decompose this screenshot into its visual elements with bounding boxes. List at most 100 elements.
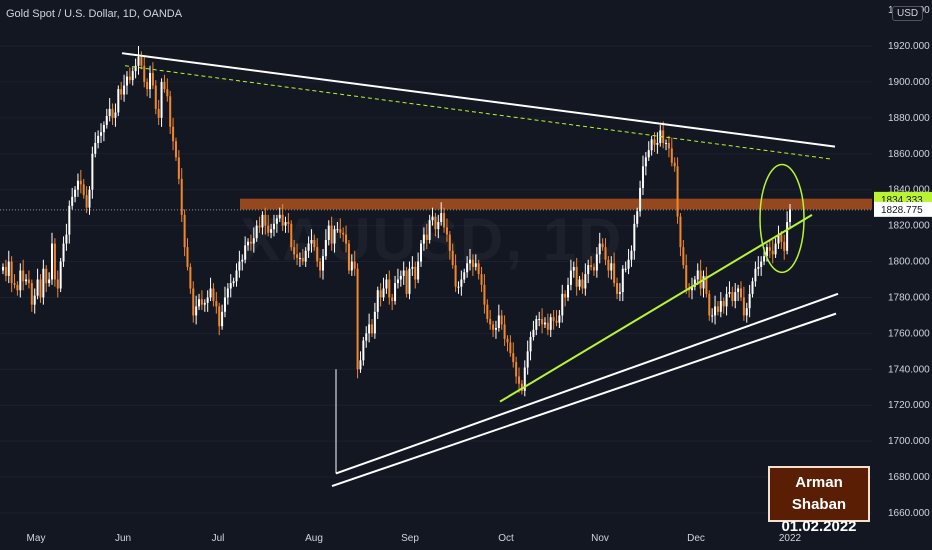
x-tick-label: Jun <box>115 533 131 544</box>
candle-body <box>200 299 203 305</box>
candle-body <box>10 261 13 284</box>
green-support-line <box>499 213 813 403</box>
candle-body <box>780 234 783 242</box>
candle-body <box>774 243 777 255</box>
candle-body <box>62 243 65 262</box>
candle-body <box>223 297 226 312</box>
candle-body <box>595 254 598 271</box>
x-tick-label: Aug <box>305 533 323 544</box>
candle-body <box>272 223 275 230</box>
candle-body <box>567 284 570 298</box>
candle-body <box>699 270 702 289</box>
candle-body <box>56 279 59 289</box>
candle-body <box>690 286 693 291</box>
candle-body <box>264 214 267 226</box>
candle-body <box>229 283 232 289</box>
candle-body <box>650 139 653 151</box>
candle-body <box>644 157 647 167</box>
highlight-price-label: 1834.333 <box>881 195 923 206</box>
candle-body <box>417 261 420 280</box>
x-tick-label: Dec <box>687 533 705 544</box>
candle-body <box>552 317 555 321</box>
candle-body <box>368 324 371 334</box>
candle-body <box>7 261 10 276</box>
candle-body <box>82 184 85 196</box>
candle-body <box>641 166 644 188</box>
candle-body <box>71 196 74 206</box>
candle-body <box>474 263 477 267</box>
candle-body <box>270 229 273 233</box>
candles <box>1 46 792 397</box>
candle-body <box>624 268 627 270</box>
y-tick-label: 1760.000 <box>888 328 930 339</box>
candle-body <box>679 216 682 248</box>
candle-body <box>336 229 339 231</box>
candle-body <box>252 238 255 244</box>
candle-body <box>76 180 79 190</box>
candle-body <box>636 211 639 224</box>
candle-body <box>339 229 342 233</box>
candle-body <box>261 214 264 228</box>
candle-body <box>238 261 241 271</box>
candle-body <box>143 65 146 82</box>
candle-body <box>85 195 88 208</box>
candle-body <box>592 266 595 271</box>
candle-body <box>765 247 768 257</box>
candle-body <box>111 108 114 118</box>
candle-body <box>486 304 489 320</box>
candle-body <box>379 290 382 298</box>
candle-body <box>385 279 388 289</box>
candle-body <box>578 279 581 287</box>
candle-body <box>564 293 567 298</box>
x-tick-label: Oct <box>498 533 514 544</box>
price-axis: 1660.000 1680.000 1700.000 1720.000 1740.000… <box>874 5 932 519</box>
candle-body <box>226 288 229 298</box>
candle-body <box>206 297 209 303</box>
candle-body <box>108 108 111 117</box>
y-tick-label: 1900.000 <box>888 77 930 88</box>
candle-body <box>653 139 656 145</box>
candle-body <box>682 247 685 266</box>
candle-body <box>120 89 123 95</box>
candle-body <box>440 213 443 223</box>
candle-body <box>518 376 521 384</box>
candle-body <box>506 338 509 343</box>
candle-body <box>673 162 676 167</box>
candle-body <box>529 336 532 352</box>
candle-body <box>19 270 22 291</box>
candle-body <box>558 315 561 323</box>
candle-body <box>13 283 16 285</box>
candle-body <box>258 225 261 228</box>
candle-body <box>598 243 601 255</box>
candle-body <box>140 56 143 66</box>
candle-body <box>535 319 538 330</box>
candle-body <box>443 213 446 228</box>
candle-body <box>647 150 650 158</box>
candle-body <box>160 81 163 118</box>
candle-body <box>296 254 299 258</box>
candle-body <box>492 324 495 330</box>
candle-body <box>347 243 350 271</box>
candle-body <box>293 247 296 255</box>
currency-selector[interactable]: USD <box>892 6 924 21</box>
candle-body <box>50 243 54 280</box>
candle-body <box>667 142 670 149</box>
candle-body <box>59 261 62 289</box>
candle-body <box>391 297 394 302</box>
x-tick-label: Nov <box>591 533 609 544</box>
candle-body <box>290 223 293 248</box>
y-tick-label: 1920.000 <box>888 41 930 52</box>
candle-body <box>541 319 544 325</box>
resistance-zone <box>0 198 872 211</box>
x-tick-label: 2022 <box>779 533 802 544</box>
candle-body <box>163 81 166 90</box>
candle-body <box>244 245 247 260</box>
candle-body <box>705 275 708 294</box>
candle-body <box>198 299 201 307</box>
candle-body <box>722 301 725 307</box>
candle-body <box>627 259 630 269</box>
y-tick-label: 1820.000 <box>888 221 930 232</box>
candle-body <box>321 256 324 271</box>
